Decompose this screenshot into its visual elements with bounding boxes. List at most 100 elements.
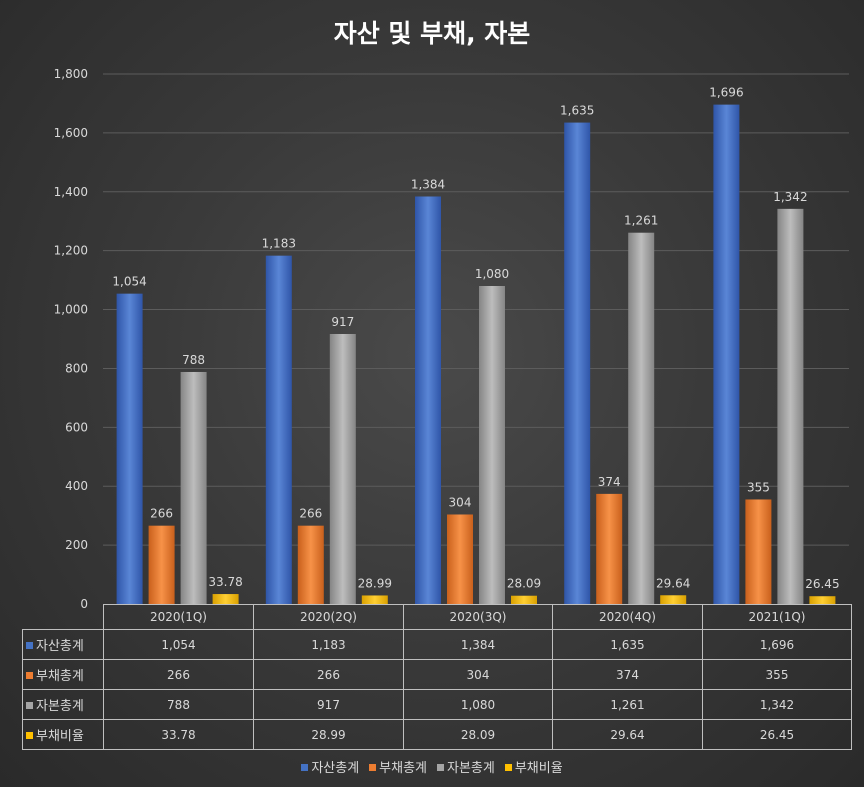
bar xyxy=(479,286,505,604)
bar xyxy=(148,525,175,604)
legend-label: 자산총계 xyxy=(311,761,360,776)
y-tick-label: 600 xyxy=(65,420,88,434)
bar xyxy=(745,499,772,604)
legend-key-swatch xyxy=(26,672,33,679)
chart-title: 자산 및 부채, 자본 xyxy=(333,19,531,48)
table-header-cell: 2021(1Q) xyxy=(702,604,852,630)
table-cell: 1,080 xyxy=(403,689,553,720)
legend-label: 부채비율 xyxy=(514,761,563,776)
data-label: 374 xyxy=(598,475,621,489)
table-cell: 28.99 xyxy=(253,719,404,750)
data-label: 355 xyxy=(747,480,770,494)
y-tick-label: 1,600 xyxy=(54,126,88,140)
table-cell: 266 xyxy=(103,659,254,690)
legend-item: 부채비율 xyxy=(504,757,563,776)
data-label: 26.45 xyxy=(805,577,839,591)
table-cell: 1,054 xyxy=(103,629,254,660)
y-tick-label: 1,400 xyxy=(54,185,88,199)
table-cell: 33.78 xyxy=(103,719,254,750)
table-cell: 1,342 xyxy=(702,689,852,720)
bar xyxy=(116,293,143,604)
data-table: 2020(1Q) 2020(2Q) 2020(3Q) 2020(4Q) 2021(1Q)… xyxy=(22,604,852,750)
bar xyxy=(660,595,687,604)
data-label: 28.09 xyxy=(507,577,541,591)
bar xyxy=(212,594,239,604)
table-cell: 1,261 xyxy=(552,689,703,720)
table-row-label: 부채비율 xyxy=(22,719,104,750)
table-header-cell: 2020(4Q) xyxy=(552,604,703,630)
data-label: 29.64 xyxy=(656,576,690,590)
legend-swatch xyxy=(301,764,309,771)
legend-item: 부채총계 xyxy=(369,757,427,776)
legend-label: 부채총계 xyxy=(379,761,427,776)
data-label: 266 xyxy=(150,507,173,521)
data-label: 917 xyxy=(331,315,354,329)
series-name: 부채비율 xyxy=(36,729,84,744)
bar xyxy=(297,525,324,604)
table-cell: 1,696 xyxy=(702,629,852,660)
data-label: 1,080 xyxy=(475,267,509,281)
data-label: 33.78 xyxy=(208,575,242,589)
bar xyxy=(361,595,388,604)
table-cell: 1,384 xyxy=(403,629,553,660)
data-label: 1,384 xyxy=(411,177,445,191)
table-cell: 304 xyxy=(403,659,553,690)
y-tick-label: 1,000 xyxy=(54,303,88,317)
bar xyxy=(447,514,473,604)
y-tick-label: 0 xyxy=(80,597,88,611)
table-cell: 355 xyxy=(702,659,852,690)
table-cell: 28.09 xyxy=(403,719,553,750)
bar xyxy=(564,122,591,604)
bar xyxy=(180,371,207,604)
table-cell: 1,635 xyxy=(552,629,703,660)
y-tick-label: 1,200 xyxy=(54,244,88,258)
legend-label: 자본총계 xyxy=(447,761,495,776)
bar xyxy=(415,196,441,604)
y-tick-label: 200 xyxy=(65,538,88,552)
data-label: 1,261 xyxy=(624,214,658,228)
table-cell: 917 xyxy=(253,689,404,720)
legend-swatch xyxy=(437,764,444,771)
table-corner xyxy=(22,604,104,630)
bar xyxy=(511,595,537,604)
table-header-cell: 2020(3Q) xyxy=(403,604,553,630)
table-header-cell: 2020(2Q) xyxy=(253,604,404,630)
table-row-label: 자산총계 xyxy=(22,629,104,660)
legend-key-swatch xyxy=(26,702,33,709)
series-name: 부채총계 xyxy=(36,669,84,684)
legend: 자산총계 부채총계 자본총계 부채비율 xyxy=(0,757,864,776)
data-label: 1,696 xyxy=(709,86,743,100)
data-label: 1,342 xyxy=(773,190,807,204)
bar xyxy=(329,333,356,604)
table-cell: 29.64 xyxy=(552,719,703,750)
data-label: 788 xyxy=(182,353,205,367)
y-tick-label: 1,800 xyxy=(54,67,88,81)
table-row: 자산총계 1,054 1,183 1,384 1,635 1,696 xyxy=(22,629,852,660)
data-label: 304 xyxy=(449,495,472,509)
bar xyxy=(777,208,804,604)
table-cell: 26.45 xyxy=(702,719,852,750)
table-cell: 1,183 xyxy=(253,629,404,660)
table-cell: 788 xyxy=(103,689,254,720)
series-name: 자산총계 xyxy=(36,639,84,654)
legend-key-swatch xyxy=(26,732,33,739)
data-label: 1,635 xyxy=(560,104,594,118)
legend-swatch xyxy=(504,764,512,771)
data-label: 266 xyxy=(299,507,322,521)
series-name: 자본총계 xyxy=(36,699,84,714)
data-label: 1,183 xyxy=(262,237,296,251)
table-cell: 374 xyxy=(552,659,703,690)
legend-item: 자본총계 xyxy=(437,757,495,776)
bar xyxy=(596,493,623,604)
y-tick-label: 400 xyxy=(65,479,88,493)
legend-swatch xyxy=(369,764,377,771)
legend-key-swatch xyxy=(26,642,33,649)
bar xyxy=(265,255,292,604)
bar xyxy=(713,104,740,604)
bar xyxy=(809,596,836,604)
table-row-label: 자본총계 xyxy=(22,689,104,720)
data-label: 1,054 xyxy=(112,275,146,289)
y-tick-label: 800 xyxy=(65,361,88,375)
bar xyxy=(628,232,655,604)
